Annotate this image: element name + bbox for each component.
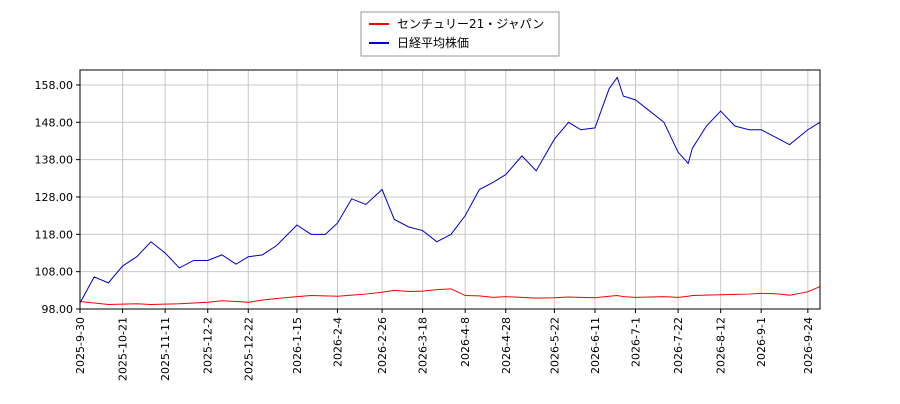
x-tick-label: 2026-7-22 (672, 317, 685, 374)
x-tick-label: 2025-11-11 (159, 317, 172, 381)
x-tick-label: 2026-9-24 (802, 317, 815, 374)
y-tick-label: 128.00 (35, 191, 74, 204)
x-tick-label: 2026-4-8 (459, 317, 472, 367)
y-tick-label: 148.00 (35, 116, 74, 129)
x-tick-label: 2025-9-30 (74, 317, 87, 374)
x-tick-label: 2026-6-11 (589, 317, 602, 374)
plot-frame (79, 69, 821, 310)
x-tick-label: 2025-10-21 (117, 317, 130, 381)
legend-box (360, 11, 560, 57)
x-tick-label: 2026-2-4 (331, 317, 344, 367)
x-tick-label: 2026-4-28 (500, 317, 513, 374)
x-tick-label: 2026-7-1 (630, 317, 643, 367)
series-line (79, 286, 821, 306)
x-tick-label: 2025-12-2 (202, 317, 215, 374)
x-tick-label: 2026-8-12 (715, 317, 728, 374)
x-tick-label: 2025-12-22 (242, 317, 255, 381)
x-tick-label: 2026-5-22 (548, 317, 561, 374)
x-tick-label: 2026-1-15 (291, 317, 304, 374)
y-tick-label: 138.00 (35, 154, 74, 167)
legend-label: 日経平均株価 (397, 35, 469, 50)
x-tick-label: 2026-3-18 (417, 317, 430, 374)
y-tick-label: 108.00 (35, 266, 74, 279)
x-tick-label: 2026-2-26 (376, 317, 389, 374)
y-tick-label: 98.00 (42, 303, 74, 316)
legend-label: センチュリー21・ジャパン (397, 17, 544, 31)
y-tick-label: 118.00 (35, 228, 74, 241)
series-line (79, 76, 821, 304)
x-tick-label: 2026-9-1 (755, 317, 768, 367)
y-tick-label: 158.00 (35, 79, 74, 92)
